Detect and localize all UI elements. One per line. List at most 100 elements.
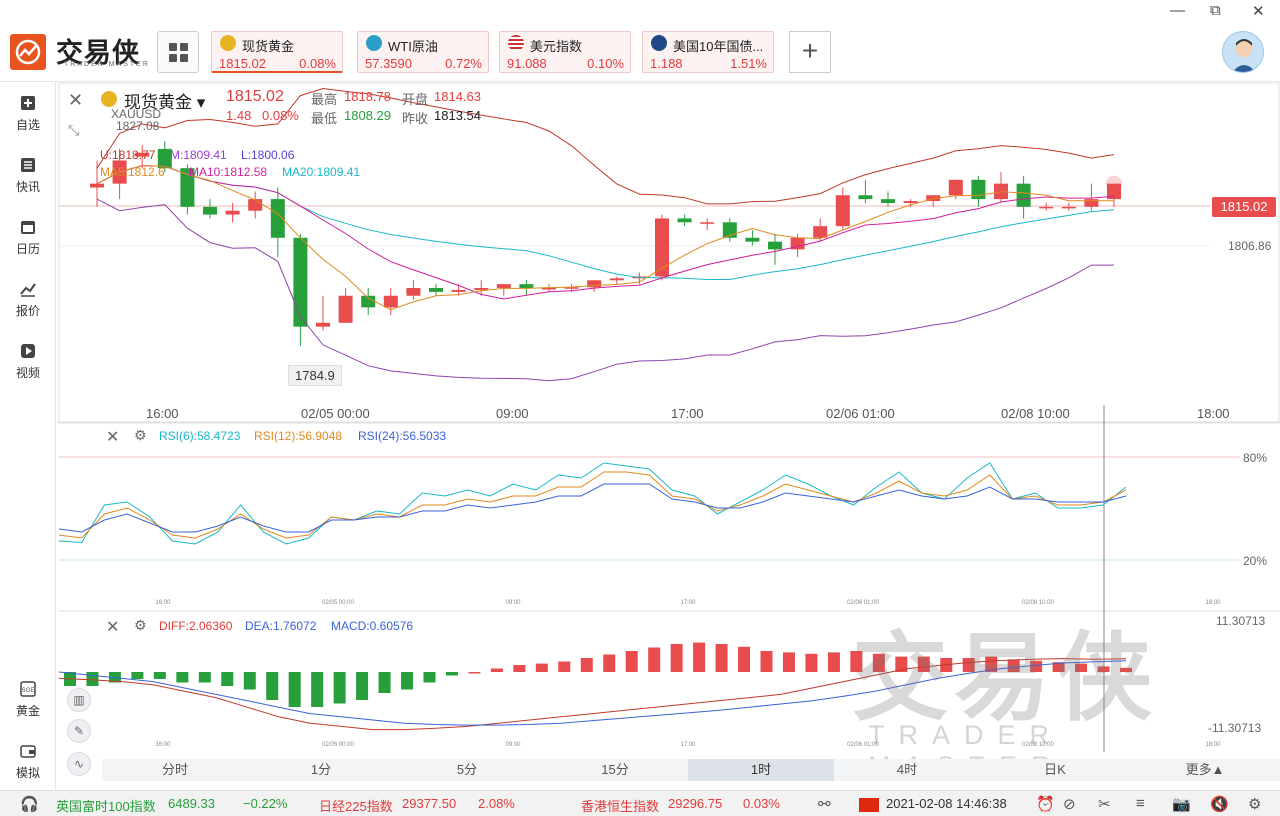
tools-icon[interactable]: ✂ <box>1098 796 1111 813</box>
svg-text:SGE: SGE <box>22 688 35 694</box>
sidebar-item-watchlist[interactable]: 自选 <box>0 94 56 133</box>
candle-body <box>926 195 941 202</box>
candle-body <box>451 289 466 292</box>
x-tick: 02/05 00:00 <box>301 406 370 421</box>
menu-icon[interactable]: ≡ <box>1136 795 1145 812</box>
boll-lower-line <box>96 198 1114 382</box>
close-button[interactable]: ✕ <box>1252 3 1265 20</box>
quote-change: 0.10% <box>587 56 624 71</box>
macd-x-tick: 09:00 <box>505 742 521 748</box>
quote-tab-wti[interactable]: WTI原油 57.3590 0.72% <box>357 31 489 73</box>
rsi12-line <box>58 471 1127 539</box>
macd-bar <box>153 672 166 679</box>
candle-type-icon[interactable]: ▥ <box>67 688 91 712</box>
camera-icon[interactable]: 📷 <box>1172 796 1191 813</box>
ticker-nikkei-change: 2.08% <box>478 796 515 811</box>
sidebar-label: 模拟 <box>15 766 40 780</box>
candle-body <box>90 183 104 188</box>
top-bar: 交易侠 TRADER MASTER 现货黄金 1815.02 0.08% WTI… <box>0 0 1280 82</box>
chart-off-icon[interactable]: ⊘ <box>1063 796 1076 813</box>
macd-upper-label: 11.30713 <box>1216 614 1266 628</box>
current-price-tag: 1815.02 <box>1212 197 1276 217</box>
timeframe-1m[interactable]: 1分 <box>310 762 332 777</box>
timeframe-15m[interactable]: 15分 <box>601 762 629 777</box>
candle-body <box>835 195 850 227</box>
open-label: 开盘 <box>402 92 429 107</box>
macd-bar <box>468 672 481 674</box>
quote-tab-usd-index[interactable]: 美元指数 91.088 0.10% <box>499 31 631 73</box>
timeframe-5m[interactable]: 5分 <box>456 762 478 777</box>
candle-body <box>609 278 624 281</box>
high-value: 1818.78 <box>344 89 391 104</box>
quote-change: 0.72% <box>445 56 482 71</box>
usa-flag-icon <box>508 35 524 51</box>
add-quote-button[interactable]: + <box>789 31 831 73</box>
sidebar-item-calendar[interactable]: 日历 <box>0 218 56 257</box>
close-macd-icon[interactable]: ✕ <box>106 619 120 636</box>
ma20-line <box>96 165 1115 280</box>
quote-tab-gold[interactable]: 现货黄金 1815.02 0.08% <box>211 31 343 73</box>
rsi24-line <box>58 483 1127 533</box>
candle-body <box>700 222 715 224</box>
macd-bar <box>760 651 773 672</box>
timeframe-1h[interactable]: 1时 <box>688 759 834 781</box>
ma10-label: MA10:1812.58 <box>189 165 268 179</box>
watermark-logo: 交易侠 <box>852 622 1158 734</box>
user-avatar[interactable] <box>1222 31 1264 73</box>
close-rsi-icon[interactable]: ✕ <box>106 429 120 446</box>
timeframe-day[interactable]: 日K <box>1044 762 1066 777</box>
candle-body <box>270 199 285 238</box>
indicator-icon[interactable]: ∿ <box>67 752 91 776</box>
candle-body <box>519 284 534 289</box>
collapse-icon[interactable]: ⤡ <box>68 122 80 138</box>
ticker-hsi-name[interactable]: 香港恒生指数 <box>581 799 660 814</box>
sidebar-label: 自选 <box>15 118 40 132</box>
rsi-upper-label: 80% <box>1243 451 1268 465</box>
candle-body <box>293 237 308 327</box>
macd-bar <box>86 672 99 686</box>
timeframe-4h[interactable]: 4时 <box>896 762 918 777</box>
network-icon[interactable]: ⚯ <box>818 796 831 813</box>
close-chart-icon[interactable]: ✕ <box>68 90 84 110</box>
sidebar-item-news[interactable]: 快讯 <box>0 156 56 195</box>
simulate-icon <box>20 745 36 758</box>
macd-bar <box>198 672 211 683</box>
macd-settings-icon[interactable]: ⚙ <box>134 617 147 633</box>
sidebar-item-video[interactable]: 视频 <box>0 342 56 381</box>
restore-button[interactable]: ⧉ <box>1210 2 1221 19</box>
alarm-icon[interactable]: ⏰ <box>1036 796 1055 813</box>
settings-icon[interactable]: ⚙ <box>1248 796 1262 813</box>
candle-body <box>383 295 398 308</box>
ma20-label: MA20:1809.41 <box>282 165 361 179</box>
timeframe-tick[interactable]: 分时 <box>161 762 188 777</box>
main-pane-border <box>58 82 1280 424</box>
candle-body <box>1039 206 1054 209</box>
sidebar-item-gold[interactable]: SGE 黄金 <box>0 680 56 719</box>
ma10-line <box>96 165 1115 300</box>
macd-x-tick: 17:00 <box>680 742 696 748</box>
macd-bar <box>333 672 346 704</box>
candle-body <box>316 322 330 327</box>
ticker-ftse-name[interactable]: 英国富时100指数 <box>56 799 156 814</box>
candle-body <box>994 183 1008 200</box>
rsi12-label: RSI(12):56.9048 <box>254 429 343 443</box>
quote-tab-us10y[interactable]: 美国10年国债... 1.188 1.51% <box>642 31 774 73</box>
candle-body <box>1107 183 1121 200</box>
headset-icon[interactable]: 🎧 <box>20 796 39 813</box>
rsi-x-tick: 16:00 <box>155 600 171 606</box>
minimize-button[interactable]: — <box>1170 2 1185 19</box>
candle-body <box>655 218 669 277</box>
draw-pen-icon[interactable]: ✎ <box>67 719 91 743</box>
macd-bar <box>131 672 144 679</box>
ticker-nikkei-name[interactable]: 日经225指数 <box>319 799 393 814</box>
layout-grid-button[interactable] <box>157 31 199 73</box>
sidebar-item-simulate[interactable]: 模拟 <box>0 742 56 781</box>
rsi-settings-icon[interactable]: ⚙ <box>134 427 147 443</box>
mute-icon[interactable]: 🔇 <box>1210 796 1229 813</box>
candle-body <box>225 210 240 215</box>
candle-body <box>1061 206 1076 209</box>
instrument-name[interactable]: 现货黄金 ▾ <box>124 93 206 112</box>
sidebar-item-quotes[interactable]: 报价 <box>0 280 56 319</box>
rsi-x-tick: 18:00 <box>1205 600 1221 606</box>
timeframe-more[interactable]: 更多▲ <box>1185 762 1225 777</box>
